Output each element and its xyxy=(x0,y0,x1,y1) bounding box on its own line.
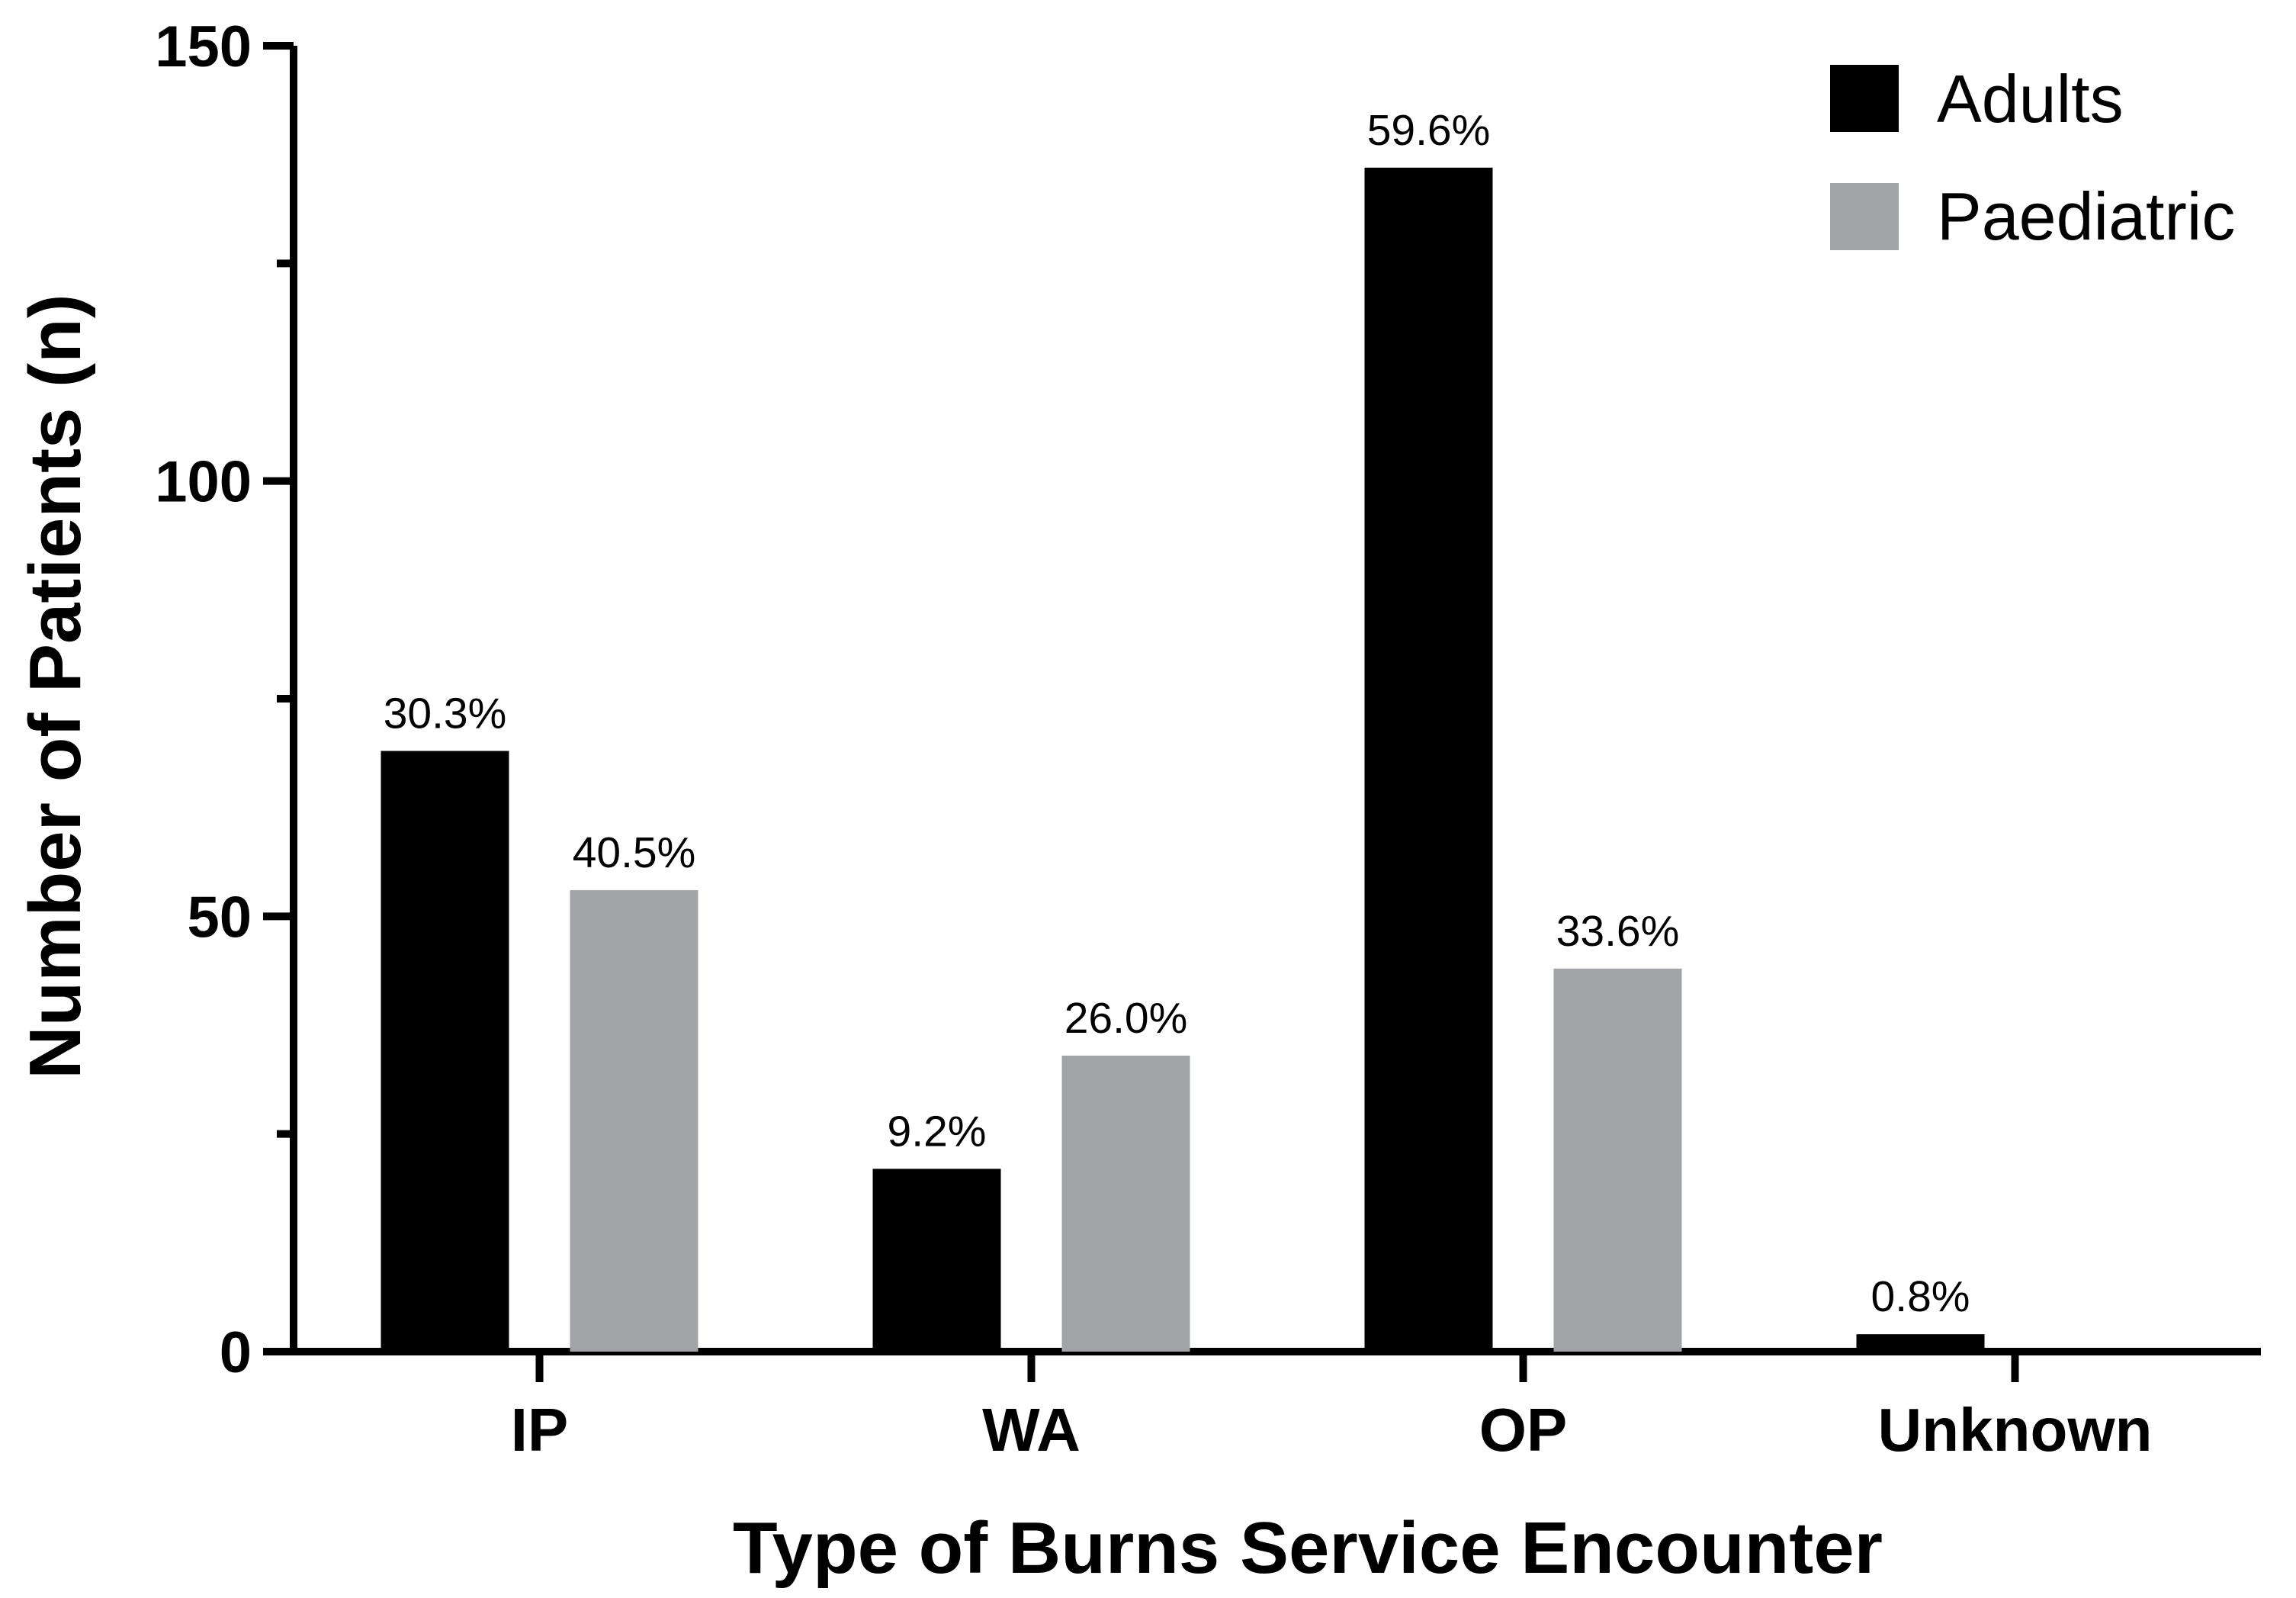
x-tick-label: Unknown xyxy=(1878,1396,2153,1464)
bar-adults-wa xyxy=(872,1169,1001,1352)
bar-labels: 30.3% 9.2% 59.6% 0.8% 40.5% 26.0% 33.6% xyxy=(384,106,1970,1321)
bar-value-label: 9.2% xyxy=(888,1107,987,1156)
bars xyxy=(381,167,1985,1352)
legend-swatch-paediatric xyxy=(1830,183,1899,250)
bar-adults-ip xyxy=(381,751,509,1352)
bar-value-label: 40.5% xyxy=(573,828,696,877)
bar-adults-unknown xyxy=(1856,1334,1985,1352)
bar-value-label: 26.0% xyxy=(1065,994,1188,1043)
legend-label-adults: Adults xyxy=(1937,61,2124,137)
bar-paediatric-wa xyxy=(1061,1055,1190,1352)
y-tick-label: 100 xyxy=(155,450,252,515)
y-tick-label: 150 xyxy=(155,14,252,79)
bar-value-label: 33.6% xyxy=(1556,907,1680,956)
bar-value-label: 30.3% xyxy=(384,689,507,738)
x-tick-label: WA xyxy=(982,1396,1081,1464)
bar-adults-op xyxy=(1364,167,1493,1352)
y-tick-label: 50 xyxy=(187,885,252,950)
x-axis-title: Type of Burns Service Encounter xyxy=(733,1507,1883,1589)
x-ticks: IP WA OP Unknown xyxy=(511,1352,2153,1464)
y-ticks: 0 50 100 150 xyxy=(155,14,294,1385)
bar-paediatric-ip xyxy=(570,890,698,1352)
bar-paediatric-op xyxy=(1553,968,1682,1352)
bar-value-label: 59.6% xyxy=(1367,106,1491,155)
y-tick-label: 0 xyxy=(220,1320,252,1385)
legend: Adults Paediatric xyxy=(1830,61,2235,254)
legend-label-paediatric: Paediatric xyxy=(1937,178,2235,254)
y-axis-title: Number of Patients (n) xyxy=(14,294,96,1079)
x-tick-label: IP xyxy=(511,1396,569,1464)
legend-swatch-adults xyxy=(1830,65,1899,132)
x-tick-label: OP xyxy=(1479,1396,1568,1464)
bar-value-label: 0.8% xyxy=(1871,1272,1970,1321)
